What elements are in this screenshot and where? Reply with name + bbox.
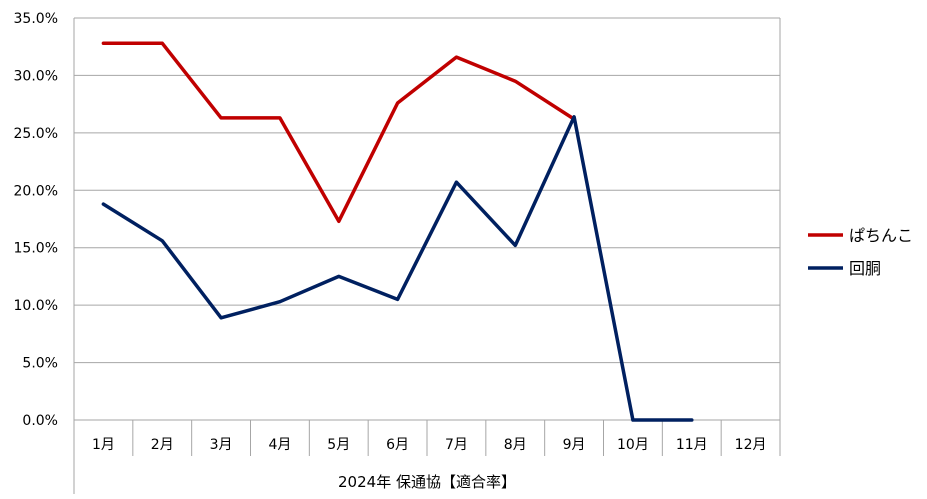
y-tick-label: 0.0%: [22, 413, 58, 429]
y-axis: 0.0% 5.0% 10.0% 15.0% 20.0% 25.0% 30.0% 35.0%: [14, 11, 75, 494]
y-tick-label: 25.0%: [14, 126, 58, 142]
gridlines: [74, 17, 781, 456]
x-tick-label: 11月: [676, 437, 708, 453]
y-tick-label: 35.0%: [14, 11, 58, 27]
x-axis: 1月 2月 3月 4月 5月 6月 7月 8月 9月 10月 11月 12月: [92, 420, 767, 456]
legend-label: 回胴: [849, 259, 881, 278]
y-tick-label: 20.0%: [14, 183, 58, 199]
x-tick-label: 7月: [445, 437, 468, 453]
x-tick-label: 4月: [268, 437, 291, 453]
y-tick-label: 15.0%: [14, 241, 58, 257]
series-line: [101, 115, 694, 422]
x-tick-label: 10月: [617, 437, 649, 453]
y-tick-label: 30.0%: [14, 68, 58, 84]
y-tick-label: 5.0%: [22, 356, 58, 372]
x-tick-label: 8月: [504, 437, 527, 453]
x-tick-label: 12月: [735, 437, 767, 453]
x-tick-label: 2月: [151, 437, 174, 453]
x-axis-title: 2024年 保通協【適合率】: [338, 473, 516, 491]
series-lines: [101, 41, 694, 422]
x-tick-label: 3月: [210, 437, 233, 453]
x-tick-label: 6月: [386, 437, 409, 453]
x-tick-label: 5月: [327, 437, 350, 453]
y-tick-label: 10.0%: [14, 298, 58, 314]
series-line: [101, 41, 576, 224]
x-tick-label: 9月: [563, 437, 586, 453]
legend-label: ぱちんこ: [849, 226, 913, 245]
x-tick-label: 1月: [92, 437, 115, 453]
